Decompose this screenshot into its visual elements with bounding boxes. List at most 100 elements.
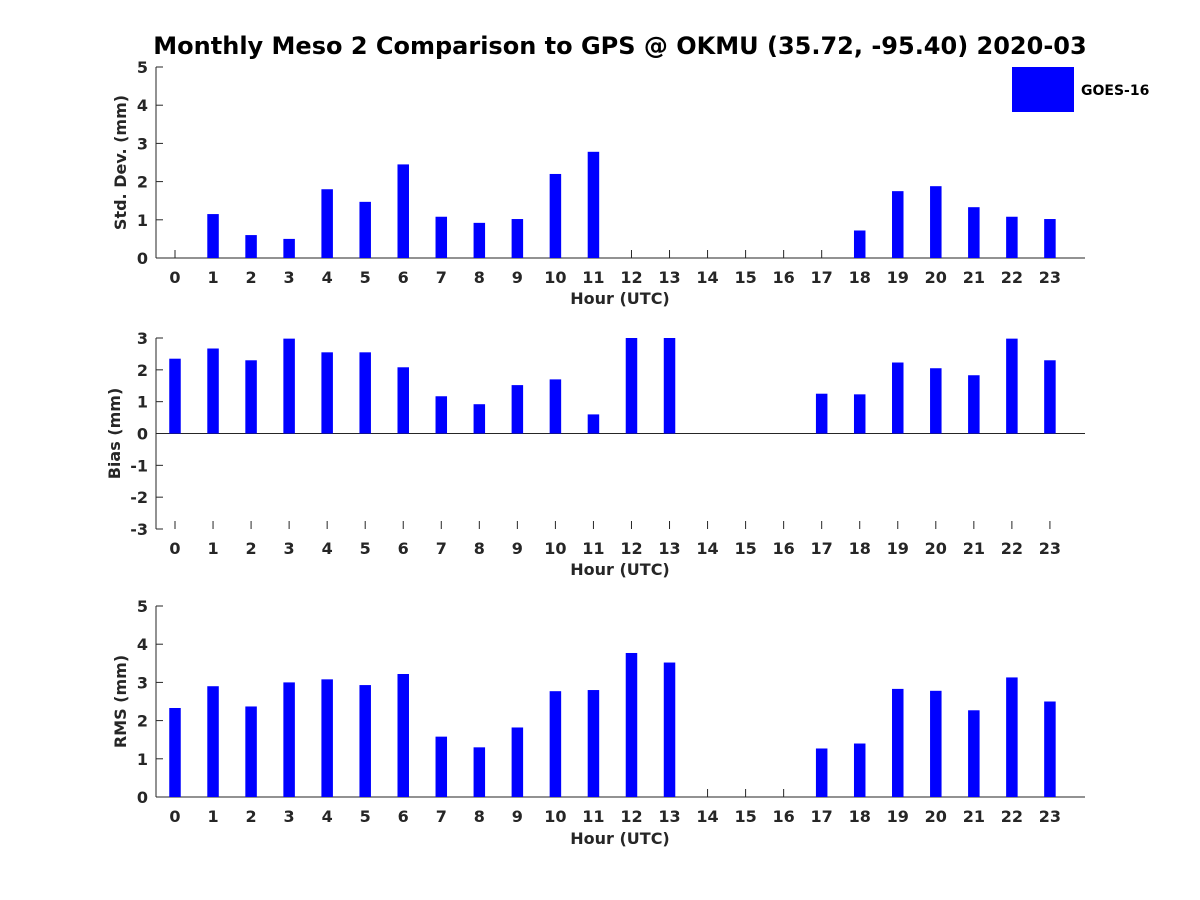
x-tick-label: 21 xyxy=(963,539,985,558)
x-tick-label: 13 xyxy=(658,807,680,826)
bar-hour-10 xyxy=(549,691,562,797)
y-tick-label: 1 xyxy=(137,393,148,412)
y-tick-label: 2 xyxy=(137,173,148,192)
bar-hour-18 xyxy=(853,394,866,434)
x-tick-label: 15 xyxy=(734,268,756,287)
bar-hour-23 xyxy=(1044,701,1056,797)
x-tick-label: 18 xyxy=(849,807,871,826)
x-tick-label: 2 xyxy=(246,539,257,558)
x-tick-label: 4 xyxy=(322,268,333,287)
x-tick-label: 20 xyxy=(925,807,947,826)
x-tick-label: 2 xyxy=(246,807,257,826)
x-tick-label: 12 xyxy=(620,268,642,287)
x-tick-label: 7 xyxy=(436,268,447,287)
bar-hour-5 xyxy=(359,685,371,797)
x-tick-label: 6 xyxy=(398,268,409,287)
bar-hour-1 xyxy=(207,214,219,258)
x-tick-label: 19 xyxy=(887,539,909,558)
x-tick-label: 22 xyxy=(1001,539,1023,558)
bar-hour-23 xyxy=(1044,219,1056,258)
bar-hour-5 xyxy=(359,352,371,434)
bar-hour-22 xyxy=(1006,338,1018,434)
bar-hour-5 xyxy=(359,201,371,258)
y-tick-label: 2 xyxy=(137,361,148,380)
x-tick-label: 11 xyxy=(582,539,604,558)
x-tick-label: 12 xyxy=(620,539,642,558)
y-axis-label: Std. Dev. (mm) xyxy=(111,95,130,230)
bar-hour-4 xyxy=(321,352,333,434)
bar-hour-22 xyxy=(1006,216,1018,258)
bar-hour-8 xyxy=(473,747,486,797)
bar-hour-10 xyxy=(549,379,562,434)
y-tick-label: 3 xyxy=(137,329,148,348)
x-tick-label: 21 xyxy=(963,807,985,826)
x-tick-label: 4 xyxy=(322,539,333,558)
x-tick-label: 2 xyxy=(246,268,257,287)
bar-hour-20 xyxy=(930,186,942,258)
bar-hour-22 xyxy=(1006,677,1018,797)
bar-hour-1 xyxy=(207,686,219,797)
x-tick-label: 1 xyxy=(207,539,218,558)
bar-hour-9 xyxy=(511,385,524,434)
x-tick-label: 5 xyxy=(360,807,371,826)
x-tick-label: 0 xyxy=(169,539,180,558)
y-tick-label: 2 xyxy=(137,712,148,731)
x-tick-label: 16 xyxy=(773,268,795,287)
x-tick-label: 23 xyxy=(1039,268,1061,287)
x-tick-label: 13 xyxy=(658,268,680,287)
x-tick-label: 15 xyxy=(734,807,756,826)
x-tick-label: 17 xyxy=(811,268,833,287)
legend: GOES-16 xyxy=(1012,67,1149,112)
x-tick-label: 14 xyxy=(696,807,718,826)
bar-hour-4 xyxy=(321,679,333,797)
x-tick-label: 7 xyxy=(436,807,447,826)
bar-hour-21 xyxy=(968,207,980,258)
legend-label: GOES-16 xyxy=(1081,83,1149,99)
bar-hour-19 xyxy=(892,362,904,434)
x-tick-label: 5 xyxy=(360,268,371,287)
x-tick-label: 10 xyxy=(544,539,566,558)
bar-hour-0 xyxy=(169,358,181,434)
y-tick-label: 3 xyxy=(137,673,148,692)
x-tick-label: 19 xyxy=(887,268,909,287)
bar-hour-20 xyxy=(930,690,942,797)
x-tick-label: 1 xyxy=(207,268,218,287)
bar-hour-13 xyxy=(663,338,676,434)
y-tick-label: -1 xyxy=(130,456,148,475)
bar-hour-21 xyxy=(968,375,980,434)
x-tick-label: 0 xyxy=(169,268,180,287)
bar-hour-2 xyxy=(245,235,257,258)
x-tick-label: 3 xyxy=(284,807,295,826)
x-tick-label: 4 xyxy=(322,807,333,826)
x-tick-label: 16 xyxy=(773,539,795,558)
x-tick-label: 20 xyxy=(925,539,947,558)
x-tick-label: 18 xyxy=(849,268,871,287)
x-tick-label: 6 xyxy=(398,807,409,826)
x-tick-label: 17 xyxy=(811,807,833,826)
y-tick-label: 0 xyxy=(137,788,148,807)
x-tick-label: 17 xyxy=(811,539,833,558)
x-tick-label: 15 xyxy=(734,539,756,558)
bar-hour-12 xyxy=(625,338,638,434)
bar-hour-3 xyxy=(283,338,295,434)
bar-hour-3 xyxy=(283,682,295,797)
bar-hour-11 xyxy=(587,690,600,797)
x-tick-label: 8 xyxy=(474,539,485,558)
bar-hour-6 xyxy=(397,164,409,258)
y-tick-label: 5 xyxy=(137,597,148,616)
x-tick-label: 9 xyxy=(512,807,523,826)
y-tick-label: 4 xyxy=(137,96,148,115)
bar-hour-13 xyxy=(663,662,676,797)
bar-hour-19 xyxy=(892,688,904,797)
y-axis-label: Bias (mm) xyxy=(105,388,124,480)
bar-hour-18 xyxy=(853,743,866,797)
x-tick-label: 20 xyxy=(925,268,947,287)
x-tick-label: 10 xyxy=(544,268,566,287)
x-tick-label: 23 xyxy=(1039,539,1061,558)
x-tick-label: 10 xyxy=(544,807,566,826)
bar-hour-2 xyxy=(245,360,257,434)
bar-hour-7 xyxy=(435,736,448,797)
chart-title: Monthly Meso 2 Comparison to GPS @ OKMU … xyxy=(153,32,1086,60)
